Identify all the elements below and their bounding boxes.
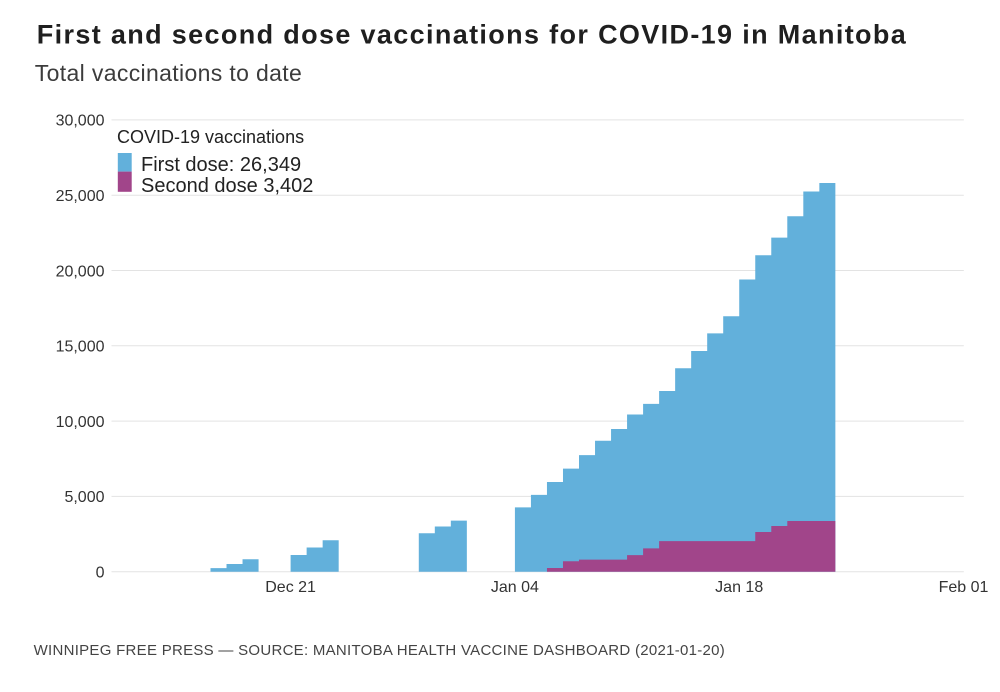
svg-text:25,000: 25,000 <box>56 188 105 205</box>
svg-text:0: 0 <box>96 565 105 582</box>
svg-text:30,000: 30,000 <box>56 113 105 130</box>
svg-text:Feb 01: Feb 01 <box>939 579 989 596</box>
svg-text:Dec 21: Dec 21 <box>265 579 316 596</box>
svg-text:WINNIPEG FREE PRESS — SOURCE:: WINNIPEG FREE PRESS — SOURCE: MANITOBA H… <box>34 642 725 659</box>
svg-text:Jan 18: Jan 18 <box>715 579 763 596</box>
svg-text:Jan 04: Jan 04 <box>491 579 539 596</box>
svg-text:Total vaccinations to date: Total vaccinations to date <box>35 60 302 86</box>
svg-text:20,000: 20,000 <box>56 263 105 280</box>
svg-text:First dose: 26,349: First dose: 26,349 <box>141 154 301 176</box>
svg-text:5,000: 5,000 <box>64 489 104 506</box>
svg-text:First and second dose vaccinat: First and second dose vaccinations for C… <box>37 20 907 50</box>
svg-text:Second dose 3,402: Second dose 3,402 <box>141 175 313 197</box>
svg-text:10,000: 10,000 <box>56 414 105 431</box>
svg-text:COVID-19 vaccinations: COVID-19 vaccinations <box>117 127 304 147</box>
svg-text:15,000: 15,000 <box>56 339 105 356</box>
